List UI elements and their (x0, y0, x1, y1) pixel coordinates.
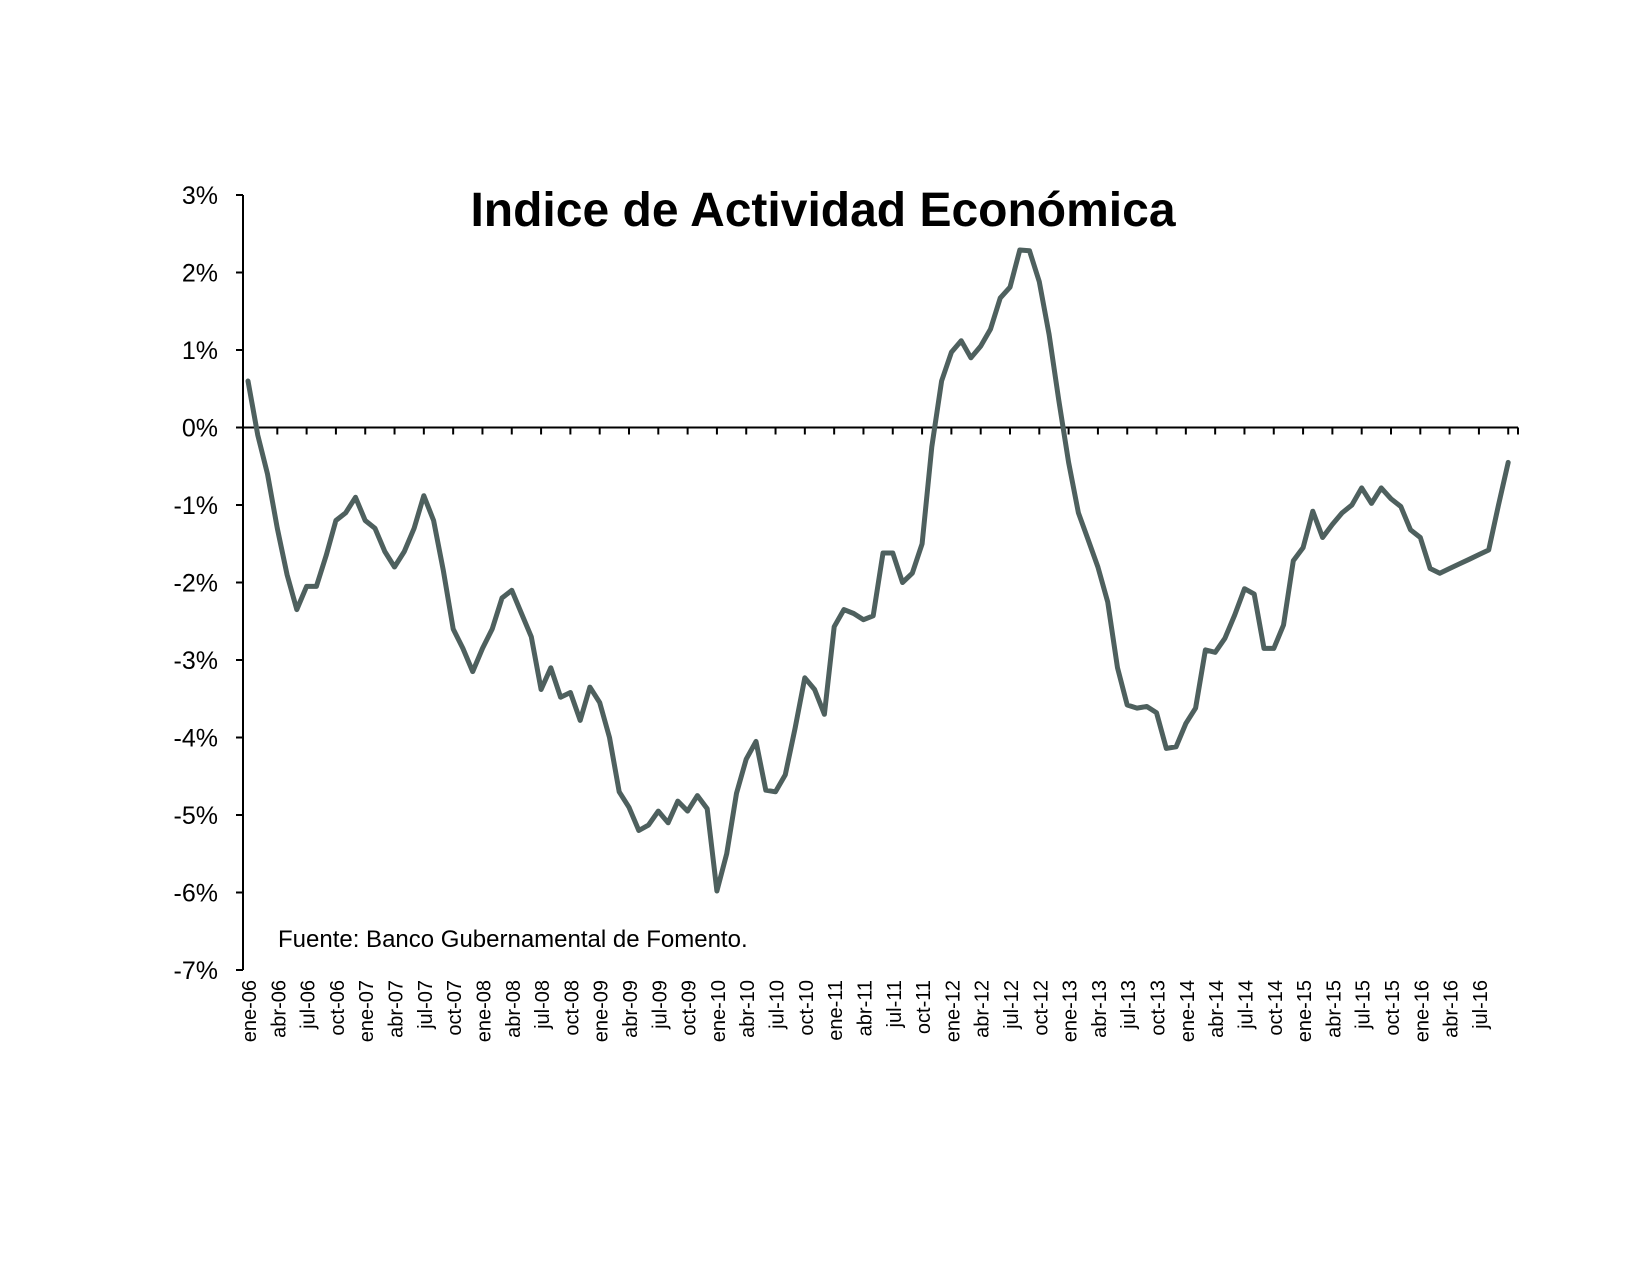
x-tick-label: oct-11 (913, 980, 935, 1034)
y-tick-label: 2% (182, 260, 218, 288)
x-tick-label: oct-13 (1148, 980, 1170, 1036)
x-tick-label: ene-08 (473, 980, 495, 1042)
x-tick-label: abr-07 (386, 980, 408, 1038)
y-tick-label: 1% (182, 337, 218, 365)
x-tick-label: ene-13 (1060, 980, 1082, 1042)
x-tick-label: abr-09 (620, 980, 642, 1038)
x-tick-label: abr-08 (503, 980, 525, 1038)
x-tick-label: abr-13 (1089, 980, 1111, 1038)
x-tick-label: jul-14 (1235, 980, 1257, 1030)
x-tick-label: jul-06 (298, 980, 320, 1030)
x-tick-label: oct-06 (327, 980, 349, 1036)
x-tick-label: abr-06 (268, 980, 290, 1038)
y-tick-label: -7% (174, 957, 218, 985)
x-tick-label: jul-15 (1353, 980, 1375, 1030)
x-tick-label: ene-07 (356, 980, 378, 1042)
x-tick-label: jul-12 (1001, 980, 1023, 1030)
x-tick-label: abr-10 (737, 980, 759, 1038)
y-tick-label: -1% (174, 492, 218, 520)
x-tick-labels: ene-06 abr-06 jul-06 oct-06 ene-07 abr-07 jul-… (239, 980, 1492, 1042)
x-tick-label: oct-07 (444, 980, 466, 1036)
source-note: Fuente: Banco Gubernamental de Fomento. (278, 926, 748, 953)
y-tick-label: -3% (174, 647, 218, 675)
x-tick-label: ene-12 (942, 980, 964, 1042)
x-tick-label: oct-14 (1265, 980, 1287, 1036)
x-tick-label: ene-11 (825, 980, 847, 1041)
y-tick-label: 3% (182, 182, 218, 210)
x-tick-label: jul-13 (1118, 980, 1140, 1030)
x-tick-label: jul-07 (415, 980, 437, 1030)
x-tick-label: abr-15 (1323, 980, 1345, 1038)
x-tick-label: jul-11 (884, 980, 906, 1028)
x-tick-label: jul-16 (1470, 980, 1492, 1030)
x-tick-label: oct-10 (796, 980, 818, 1036)
x-tick-label: ene-16 (1411, 980, 1433, 1042)
x-tick-label: ene-15 (1294, 980, 1316, 1042)
y-axis: 3% 2% 1% 0% -1% -2% -3% -4% -5% -6% -7% (174, 182, 244, 985)
x-tick-label: abr-11 (854, 980, 876, 1036)
series-line (245, 247, 1511, 894)
y-tick-label: -4% (174, 725, 218, 753)
x-tick-label: oct-12 (1030, 980, 1052, 1036)
x-tick-label: abr-16 (1441, 980, 1463, 1038)
x-tick-label: jul-09 (649, 980, 671, 1030)
x-tick-label: oct-08 (561, 980, 583, 1036)
x-tick-label: oct-09 (679, 980, 701, 1036)
x-tick-label: ene-14 (1177, 980, 1199, 1042)
y-tick-label: 0% (182, 415, 218, 443)
chart-title: Indice de Actividad Económica (470, 184, 1175, 237)
x-tick-label: ene-09 (591, 980, 613, 1042)
x-tick-label: ene-06 (239, 980, 261, 1042)
x-axis (243, 426, 1519, 435)
x-tick-label: ene-10 (708, 980, 730, 1042)
x-tick-label: abr-12 (972, 980, 994, 1038)
y-tick-label: -2% (174, 570, 218, 598)
x-tick-label: jul-08 (532, 980, 554, 1030)
x-tick-label: jul-10 (767, 980, 789, 1030)
x-tick-label: abr-14 (1206, 980, 1228, 1038)
x-tick-label: oct-15 (1382, 980, 1404, 1036)
y-tick-label: -6% (174, 880, 218, 908)
y-tick-label: -5% (174, 802, 218, 830)
